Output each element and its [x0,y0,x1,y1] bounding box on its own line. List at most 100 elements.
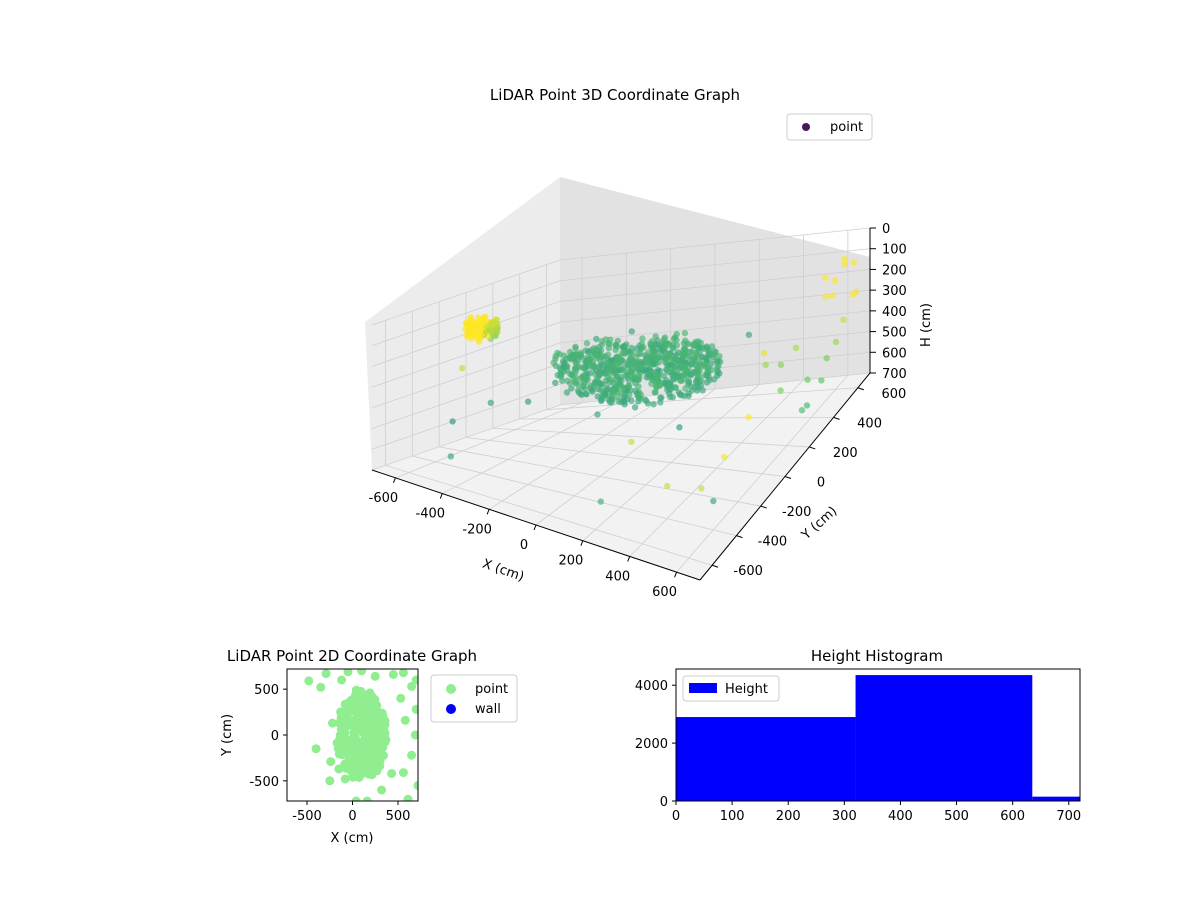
point-3d [706,350,713,357]
point-3d [607,336,614,343]
x-ticks-3d: -600 -400 -200 0 200 400 600 [369,477,678,600]
point-2d [376,744,386,754]
x-tick-label-2d: 500 [386,809,411,824]
y-tick-mark-3d [760,505,767,509]
chart-3d-title: LiDAR Point 3D Coordinate Graph [490,86,740,104]
point-3d [628,328,635,335]
z-tick-label-3d: 0 [882,222,890,237]
point-3d [607,365,615,372]
point-3d [762,361,769,369]
point-3d [619,366,626,373]
point-3d [620,385,627,392]
point-3d [597,498,604,505]
x-tick-label-histogram: 100 [720,809,745,824]
point-3d [690,340,698,348]
x-tick-label-3d: -200 [462,522,492,537]
z-axis-label-3d: H (cm) [919,303,934,347]
z-tick-label-3d: 300 [882,284,907,299]
point-3d [594,352,601,359]
point-3d [657,399,664,406]
point-3d [648,368,656,376]
chart-3d: -600 -400 -200 0 200 400 600 -600 -400 -200 0 200 4… [365,86,934,600]
grid-line-h [371,227,871,326]
point-3d [615,361,622,368]
point-3d [581,385,588,392]
point-3d [550,359,557,366]
x-tick-label-2d: -500 [292,809,322,824]
x-tick-label-3d: 0 [520,538,528,553]
point-3d [614,337,621,345]
point-3d [449,418,456,425]
point-3d [524,398,532,405]
point-3d [682,385,689,392]
point-3d [850,259,857,266]
point-3d [609,390,617,398]
point-3d [682,367,690,375]
point-3d [666,381,673,388]
point-3d [715,362,722,369]
point-2d [343,717,353,727]
point-2d [350,735,360,744]
point-3d [598,338,605,345]
point-3d [798,407,806,414]
point-3d [688,348,696,355]
point-3d [478,317,485,324]
grid-line-h [371,289,871,388]
point-3d [663,366,670,373]
point-3d [657,394,664,401]
point-3d [832,277,839,284]
point-3d [829,292,836,299]
point-3d [705,364,712,371]
point-3d [694,383,702,391]
point-2d [388,670,398,679]
point-3d [590,362,597,369]
point-3d [760,349,768,357]
point-2d [354,764,363,774]
point-3d [716,353,723,360]
point-3d [488,321,495,328]
point-2d [375,754,385,764]
point-2d [396,693,406,703]
point-3d [639,335,646,342]
point-3d [447,453,454,460]
point-3d [683,341,691,348]
grid-line-h [371,310,871,409]
point-3d [665,350,672,358]
x-tick-label-3d: -400 [416,507,446,522]
point-3d [582,347,589,354]
x-tick-mark-3d [674,571,678,578]
y-tick-label-3d: -600 [733,564,763,579]
point-3d [697,373,704,381]
point-2d [371,731,381,741]
y-tick-label-histogram: 0 [660,795,668,810]
point-3d [693,350,700,358]
point-3d [708,343,716,350]
point-2d [343,669,353,677]
point-3d [635,372,642,379]
chart-2d-title: LiDAR Point 2D Coordinate Graph [227,647,477,665]
point-3d [621,401,628,408]
point-2d [362,749,372,759]
legend-histogram-frame [682,675,780,702]
x-tick-mark-3d [580,540,584,546]
x-tick-mark-3d [486,509,490,515]
point-3d [818,377,825,384]
y-tick-label-3d: 400 [857,416,882,431]
point-3d [563,363,571,370]
point-3d [629,349,636,356]
x-tick-mark-3d [533,524,537,531]
point-3d [625,382,633,390]
point-3d [777,361,785,368]
point-3d [710,497,717,505]
point-3d [698,485,705,492]
point-3d [578,364,586,371]
grid-line-h [371,248,871,347]
x-tick-label-histogram: 400 [888,809,913,824]
point-2d [369,739,379,749]
point-3d [672,356,680,363]
legend-3d-label-point: point [830,120,863,135]
point-2d [357,756,367,766]
point-3d [841,261,848,268]
point-3d [622,372,629,379]
